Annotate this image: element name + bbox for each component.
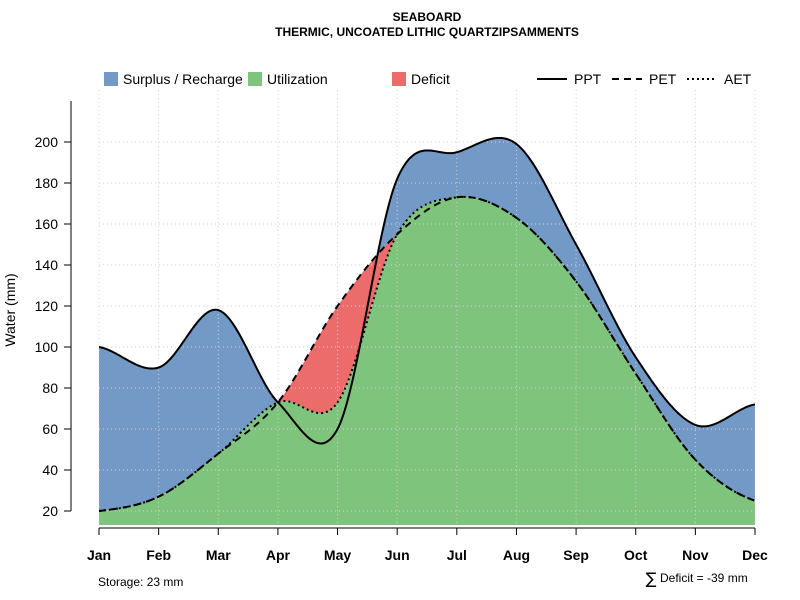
x-tick-label-jul: Jul: [447, 547, 467, 563]
legend-swatch-deficit: [392, 72, 406, 86]
ppt-line: [99, 136, 755, 445]
x-tick-label-dec: Dec: [742, 547, 768, 563]
legend-label-surplus: Surplus / Recharge: [123, 71, 243, 87]
x-ticks: Jan Feb Mar Apr May Jun Jul Aug Sep Oct Nov Dec: [87, 528, 768, 563]
y-tick-label: 120: [35, 298, 59, 314]
y-tick-label: 40: [42, 462, 58, 478]
y-tick-label: 80: [42, 380, 58, 396]
utilization-area: [99, 196, 755, 525]
y-tick-label: 140: [35, 257, 59, 273]
y-ticks: 20 40 60 80 100 120 140 160 180 200: [35, 134, 71, 519]
x-tick-label-oct: Oct: [624, 547, 648, 563]
x-tick-label-apr: Apr: [266, 547, 291, 563]
grid: [98, 90, 756, 525]
legend-label-utilization: Utilization: [267, 71, 328, 87]
y-tick-label: 20: [42, 503, 58, 519]
x-tick-label-may: May: [324, 547, 351, 563]
x-tick-label-aug: Aug: [503, 547, 530, 563]
legend-label-deficit: Deficit: [411, 71, 450, 87]
x-tick-label-sep: Sep: [563, 547, 589, 563]
x-tick-label-nov: Nov: [682, 547, 709, 563]
x-tick-label-mar: Mar: [206, 547, 231, 563]
storage-note: Storage: 23 mm: [98, 575, 183, 589]
pet-line: [99, 195, 755, 512]
y-tick-label: 100: [35, 339, 59, 355]
y-tick-label: 200: [35, 134, 59, 150]
legend: Surplus / Recharge Utilization Deficit P…: [104, 71, 752, 87]
legend-label-pet: PET: [649, 71, 677, 87]
sum-symbol: ∑: [646, 569, 657, 588]
x-tick-label-feb: Feb: [146, 547, 171, 563]
x-tick-label-jun: Jun: [385, 547, 410, 563]
legend-label-ppt: PPT: [574, 71, 602, 87]
y-tick-label: 160: [35, 216, 59, 232]
deficit-note: Deficit = -39 mm: [660, 571, 748, 585]
chart-title: SEABOARD: [393, 10, 462, 24]
y-tick-label: 60: [42, 421, 58, 437]
chart-subtitle: THERMIC, UNCOATED LITHIC QUARTZIPSAMMENT…: [275, 25, 579, 39]
y-axis-label: Water (mm): [2, 273, 18, 346]
legend-swatch-utilization: [248, 72, 262, 86]
x-tick-label-jan: Jan: [87, 547, 111, 563]
legend-label-aet: AET: [724, 71, 752, 87]
legend-swatch-surplus: [104, 72, 118, 86]
y-tick-label: 180: [35, 175, 59, 191]
